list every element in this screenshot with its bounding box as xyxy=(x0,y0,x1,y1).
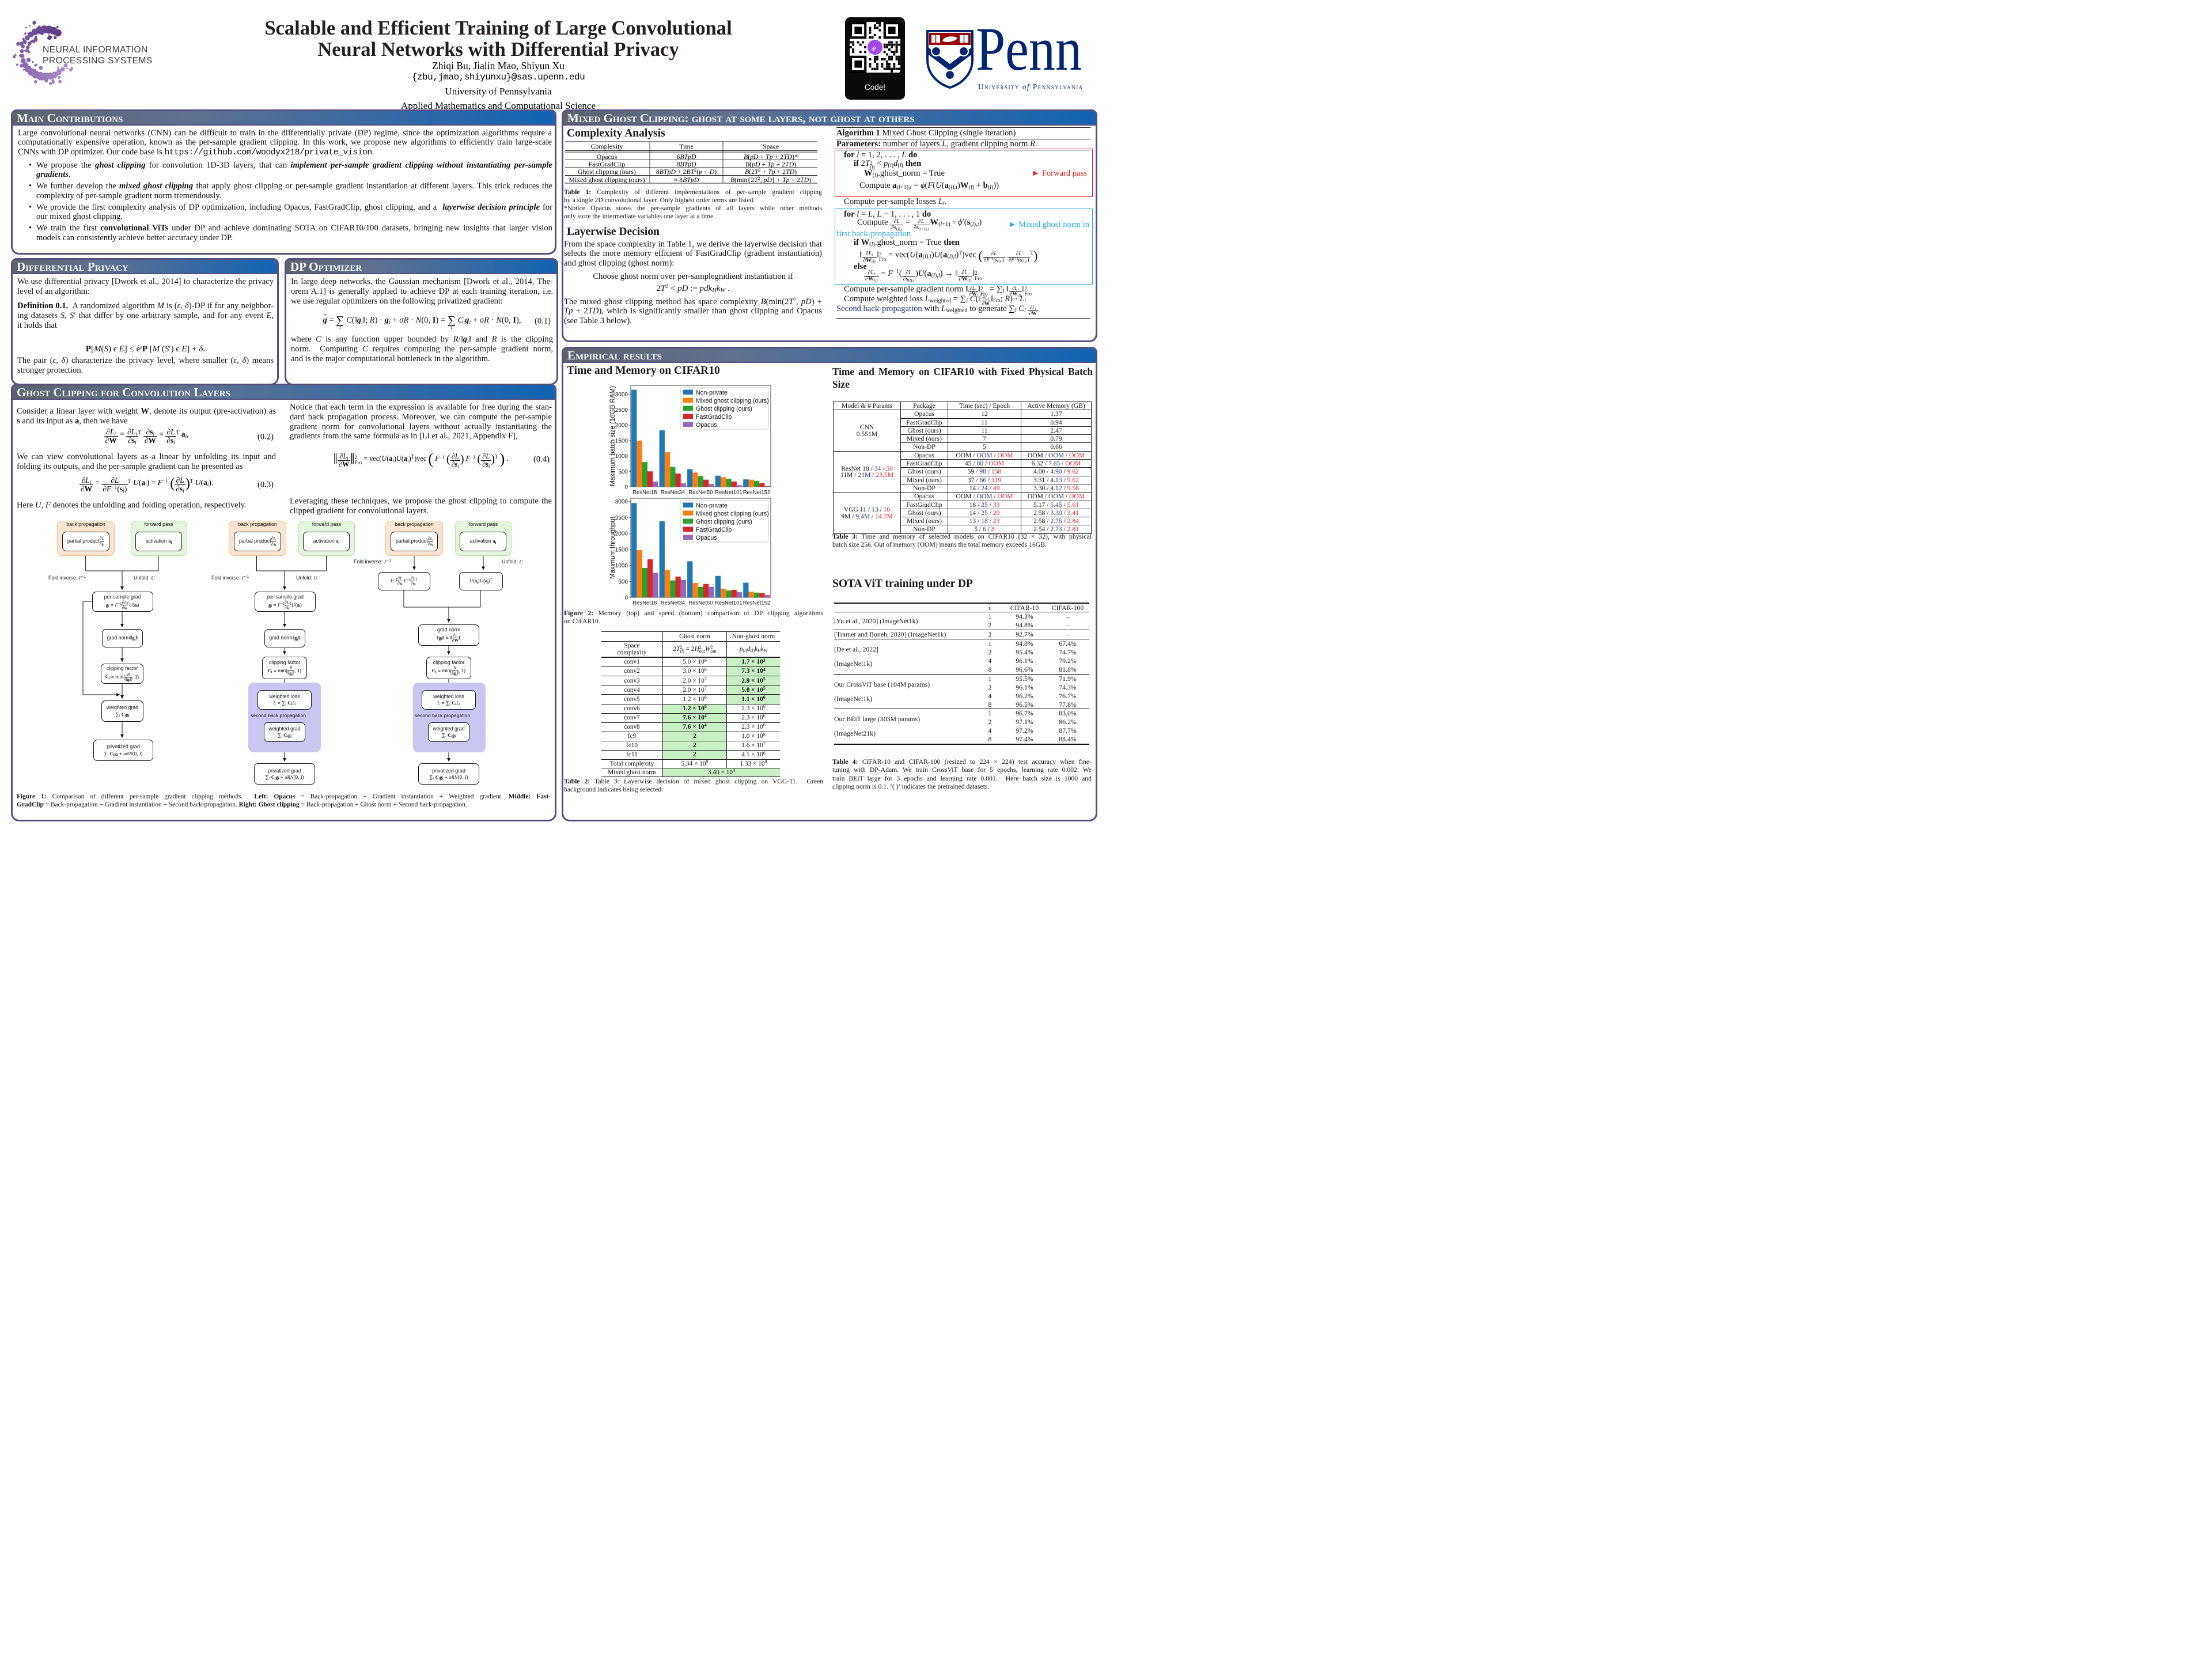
svg-text:Mixed ghost clipping (ours): Mixed ghost clipping (ours) xyxy=(696,510,769,517)
svg-text:ResNet18: ResNet18 xyxy=(632,600,657,607)
svg-text:Maximum batch size (16GB RAM): Maximum batch size (16GB RAM) xyxy=(609,386,616,486)
svg-text:ResNet50: ResNet50 xyxy=(688,490,713,496)
svg-text:Non-private: Non-private xyxy=(696,389,728,396)
svg-text:Maximum throughput: Maximum throughput xyxy=(609,516,616,579)
svg-text:FastGradClip: FastGradClip xyxy=(696,527,732,533)
svg-text:2000: 2000 xyxy=(615,423,628,429)
svg-text:1500: 1500 xyxy=(615,438,628,444)
svg-text:FastGradClip: FastGradClip xyxy=(696,414,732,421)
svg-text:Mixed ghost clipping (ours): Mixed ghost clipping (ours) xyxy=(696,397,769,404)
svg-text:1000: 1000 xyxy=(615,563,628,569)
svg-text:2500: 2500 xyxy=(615,407,628,414)
svg-text:2500: 2500 xyxy=(615,515,628,521)
svg-text:Ghost clipping (ours): Ghost clipping (ours) xyxy=(696,406,752,412)
svg-text:ResNet152: ResNet152 xyxy=(743,490,771,496)
svg-text:0: 0 xyxy=(624,484,628,491)
svg-text:ResNet34: ResNet34 xyxy=(661,600,685,607)
svg-text:Ghost clipping (ours): Ghost clipping (ours) xyxy=(696,518,752,525)
svg-text:ResNet18: ResNet18 xyxy=(632,490,657,496)
svg-text:3000: 3000 xyxy=(615,499,628,505)
svg-text:3000: 3000 xyxy=(615,392,628,398)
svg-text:1000: 1000 xyxy=(615,453,628,460)
svg-text:ResNet50: ResNet50 xyxy=(688,600,713,607)
svg-text:Opacus: Opacus xyxy=(696,535,717,541)
svg-text:500: 500 xyxy=(618,469,628,475)
svg-text:Non-private: Non-private xyxy=(696,502,728,509)
svg-text:ResNet34: ResNet34 xyxy=(661,490,685,496)
svg-text:500: 500 xyxy=(618,579,628,585)
svg-text:1500: 1500 xyxy=(615,547,628,553)
svg-text:ResNet101: ResNet101 xyxy=(715,600,743,607)
svg-text:2000: 2000 xyxy=(615,531,628,537)
svg-text:ResNet152: ResNet152 xyxy=(743,600,771,607)
svg-text:ResNet101: ResNet101 xyxy=(715,490,743,496)
svg-text:Opacus: Opacus xyxy=(696,422,717,429)
svg-text:0: 0 xyxy=(624,595,628,601)
